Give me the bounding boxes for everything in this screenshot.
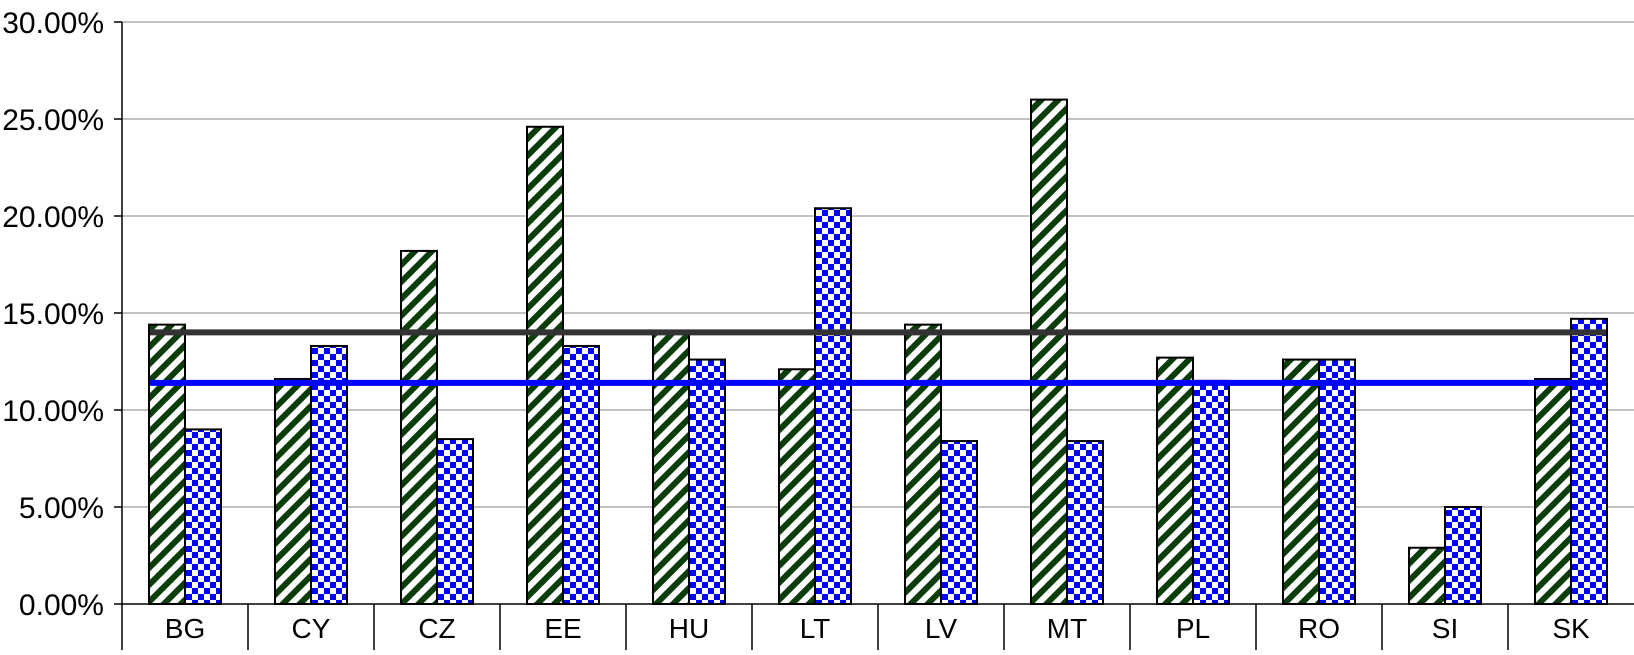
bar-hu-series-1 bbox=[652, 331, 690, 605]
bar-mt-series-1 bbox=[1030, 98, 1068, 605]
bar-si-series-2 bbox=[1444, 506, 1482, 605]
x-tick-label: CZ bbox=[418, 613, 455, 644]
x-tick-label: LT bbox=[800, 613, 831, 644]
y-tick-label: 10.00% bbox=[2, 395, 104, 428]
bar-hu-series-2 bbox=[688, 358, 726, 605]
y-tick-label: 0.00% bbox=[19, 589, 104, 622]
gridlines bbox=[122, 21, 1634, 508]
x-tick-label: EE bbox=[544, 613, 581, 644]
bar-cy-series-2 bbox=[310, 344, 348, 605]
bar-pl-series-2 bbox=[1192, 379, 1230, 605]
bars bbox=[148, 98, 1608, 606]
x-tick-label: LV bbox=[925, 613, 957, 644]
bar-sk-series-1 bbox=[1534, 377, 1572, 605]
bar-bg-series-1 bbox=[148, 323, 186, 605]
bar-cy-series-1 bbox=[274, 377, 312, 605]
bar-bg-series-2 bbox=[184, 428, 222, 605]
x-tick-label: RO bbox=[1298, 613, 1340, 644]
y-tick-label: 15.00% bbox=[2, 298, 104, 331]
x-tick-label: SI bbox=[1432, 613, 1458, 644]
y-tick-label: 5.00% bbox=[19, 492, 104, 525]
axes bbox=[114, 21, 1634, 650]
y-tick-label: 30.00% bbox=[2, 7, 104, 40]
bar-lv-series-1 bbox=[904, 323, 942, 605]
y-tick-label: 25.00% bbox=[2, 104, 104, 137]
bar-cz-series-1 bbox=[400, 249, 438, 605]
bar-lv-series-2 bbox=[940, 440, 978, 606]
bar-ee-series-2 bbox=[562, 344, 600, 605]
x-tick-label: CY bbox=[292, 613, 331, 644]
bar-lt-series-2 bbox=[814, 207, 852, 606]
x-tick-label: BG bbox=[165, 613, 205, 644]
bar-cz-series-2 bbox=[436, 438, 474, 605]
bar-si-series-1 bbox=[1408, 546, 1446, 605]
y-tick-label: 20.00% bbox=[2, 201, 104, 234]
tick-labels: 0.00% 5.00% 10.00% 15.00% 20.00% 25.00% 30.00%… bbox=[2, 7, 1590, 644]
bar-ro-series-1 bbox=[1282, 358, 1320, 605]
reference-lines bbox=[150, 329, 1606, 386]
x-tick-label: PL bbox=[1176, 613, 1210, 644]
bar-sk-series-2 bbox=[1570, 317, 1608, 605]
x-tick-label: SK bbox=[1552, 613, 1590, 644]
bar-mt-series-2 bbox=[1066, 440, 1104, 606]
bar-ro-series-2 bbox=[1318, 358, 1356, 605]
bar-pl-series-1 bbox=[1156, 356, 1194, 605]
x-tick-label: HU bbox=[669, 613, 709, 644]
bar-lt-series-1 bbox=[778, 368, 816, 606]
bar-ee-series-1 bbox=[526, 125, 564, 605]
x-tick-label: MT bbox=[1047, 613, 1087, 644]
